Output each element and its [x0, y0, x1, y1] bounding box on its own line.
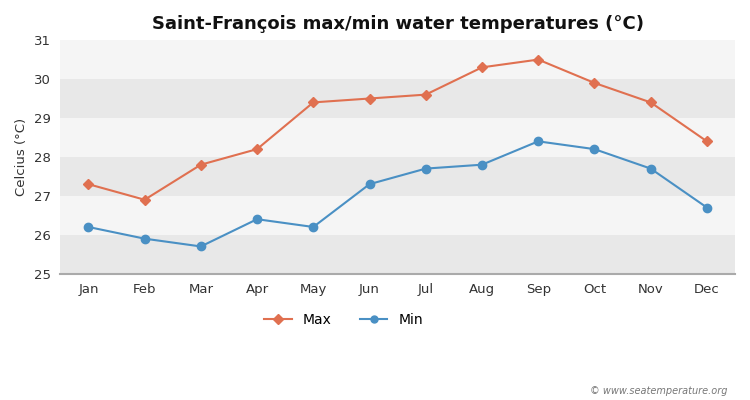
Y-axis label: Celcius (°C): Celcius (°C)	[15, 118, 28, 196]
Title: Saint-François max/min water temperatures (°C): Saint-François max/min water temperature…	[152, 15, 644, 33]
Text: © www.seatemperature.org: © www.seatemperature.org	[590, 386, 728, 396]
Bar	[60, 118, 735, 157]
Bar	[60, 235, 735, 274]
Legend: Max, Min: Max, Min	[259, 307, 429, 332]
Bar	[60, 196, 735, 235]
Bar	[60, 79, 735, 118]
Bar	[60, 40, 735, 79]
Bar	[60, 157, 735, 196]
